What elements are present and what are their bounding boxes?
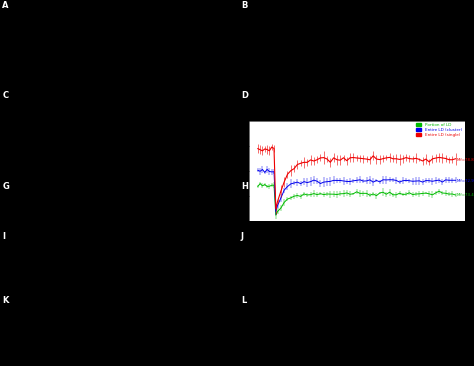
Text: I: I — [2, 232, 5, 241]
Legend: Portion of LD, Entire LD (cluster), Entire LD (single): Portion of LD, Entire LD (cluster), Enti… — [416, 123, 463, 137]
Text: B: B — [241, 1, 247, 10]
Text: Mf=78.8%, t1/2=4.0s: Mf=78.8%, t1/2=4.0s — [457, 158, 474, 162]
Text: K: K — [2, 296, 9, 305]
Text: A: A — [2, 1, 9, 10]
Text: L: L — [241, 296, 246, 305]
Text: Mf=72.9%, t1/2=2.8s: Mf=72.9%, t1/2=2.8s — [457, 179, 474, 183]
Text: G: G — [2, 182, 9, 191]
Text: J: J — [241, 232, 244, 241]
Text: C: C — [2, 91, 9, 100]
Y-axis label: Normalized Intensity
of GFP-DFCP1: Normalized Intensity of GFP-DFCP1 — [226, 146, 237, 197]
Text: Mf=73.4%, t1/2=3.5s: Mf=73.4%, t1/2=3.5s — [457, 193, 474, 197]
Text: D: D — [241, 91, 248, 100]
Text: H: H — [241, 182, 248, 191]
X-axis label: Time (s): Time (s) — [346, 232, 368, 237]
